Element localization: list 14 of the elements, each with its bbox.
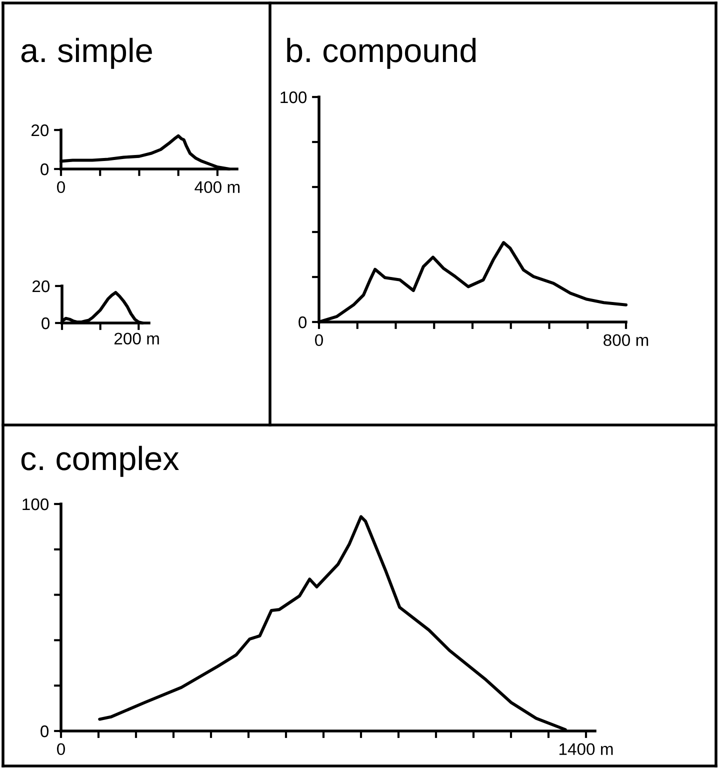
- y-tick-label: 0: [42, 317, 50, 330]
- y-tick-label: 100: [280, 91, 307, 104]
- y-tick-label: 100: [22, 498, 49, 510]
- x-tick-label: 400 m: [194, 181, 240, 194]
- text: 200 m: [114, 332, 159, 344]
- chart-title: c. complex: [21, 446, 179, 477]
- y-tick-label: 20: [32, 280, 50, 292]
- y-tick-label: 0: [40, 725, 49, 738]
- chart-title: b. compound: [287, 38, 476, 69]
- chart-title: a. simple: [21, 38, 152, 69]
- y-tick-label: 20: [31, 124, 49, 136]
- y-tick-label: 0: [40, 163, 49, 176]
- x-tick-label: 1400 m: [559, 743, 613, 756]
- x-tick-label: 800 m: [604, 334, 648, 346]
